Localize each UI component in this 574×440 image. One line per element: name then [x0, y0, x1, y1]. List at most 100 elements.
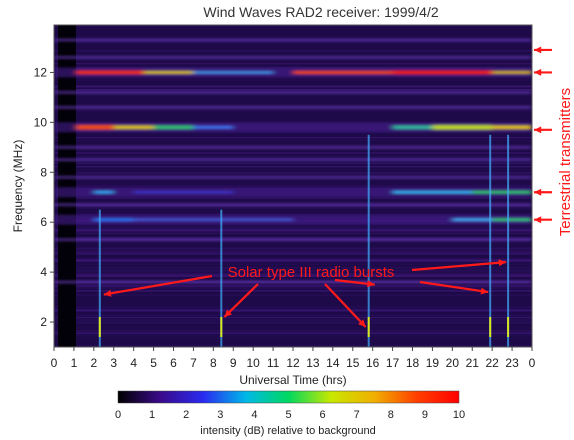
texture-line [54, 172, 532, 174]
texture-line [54, 334, 532, 337]
x-tick-label: 12 [286, 356, 300, 370]
texture-line [54, 275, 532, 277]
band-segment [293, 70, 393, 75]
band-segment [193, 125, 234, 129]
texture-line [54, 307, 532, 309]
texture-line [54, 314, 532, 316]
texture-line [54, 271, 532, 273]
texture-line [54, 266, 532, 268]
x-tick-label: 11 [267, 356, 280, 370]
texture-line [54, 249, 532, 251]
texture-line [54, 155, 532, 157]
x-tick-label: 2 [90, 356, 97, 370]
texture-line [54, 286, 532, 288]
colorbar-tick-label: 0 [115, 409, 121, 421]
burst-arrow [411, 261, 507, 272]
texture-line [54, 166, 532, 168]
band-segment [392, 70, 493, 75]
chart-title: Wind Waves RAD2 receiver: 1999/4/2 [203, 4, 438, 20]
x-tick-label: 1 [71, 356, 78, 370]
transmitter-arrow-head [534, 216, 542, 224]
band-segment [143, 70, 194, 74]
burst-core [98, 317, 101, 337]
texture-line [54, 49, 532, 51]
burst-arrow [103, 274, 213, 296]
texture-line [54, 140, 532, 141]
colorbar-label: intensity (dB) relative to background [200, 425, 375, 437]
texture-line [54, 163, 532, 164]
texture-line [54, 228, 532, 231]
texture-line [54, 50, 532, 52]
burst-arrow-head [367, 280, 375, 288]
x-tick-label: 9 [230, 356, 237, 370]
x-tick-label: 14 [326, 356, 340, 370]
texture-line [54, 110, 532, 112]
faint-band [54, 105, 532, 109]
band-segment [392, 125, 433, 130]
burst-core [367, 317, 370, 337]
plot-area [54, 25, 532, 347]
texture-line [54, 85, 532, 88]
x-tick-label: 21 [466, 356, 480, 370]
y-tick-label: 4 [40, 265, 47, 279]
faint-band [54, 38, 532, 42]
texture-line [54, 41, 532, 44]
transmitter-arrow-head [534, 188, 542, 196]
band-segment [432, 124, 493, 130]
faint-band [54, 90, 532, 94]
texture-line [54, 290, 532, 292]
transmitter-bands [54, 38, 532, 284]
band-glow [54, 122, 532, 133]
texture-line [54, 226, 532, 228]
texture-line [54, 237, 532, 239]
burst-streak [489, 134, 492, 347]
colorbar-tick-label: 5 [285, 409, 291, 421]
band-segment [75, 70, 144, 75]
band-segment [93, 190, 114, 194]
texture-line [54, 253, 532, 255]
burst-arrow [419, 280, 489, 294]
texture-line [54, 185, 532, 186]
type-iii-bursts [98, 134, 510, 347]
burst-core [507, 317, 510, 337]
burst-arrow-head [498, 259, 507, 267]
texture-line [54, 268, 532, 270]
texture-line [54, 288, 532, 289]
texture-line [54, 205, 532, 207]
bursts-label: Solar type III radio bursts [228, 264, 395, 281]
burst-arrow-head [103, 289, 112, 297]
band-glow [54, 187, 532, 198]
band-segment [93, 218, 134, 222]
texture-line [54, 248, 532, 250]
colorbar-tick-label: 1 [149, 409, 155, 421]
band-segment [153, 125, 194, 130]
colorbar-ticks: 0 1 2 3 4 5 6 7 8 9 10 [115, 409, 465, 421]
burst-core [489, 317, 492, 337]
texture-line [54, 345, 532, 347]
burst-arrow [324, 283, 367, 328]
colorbar-tick-label: 2 [183, 409, 189, 421]
texture-line [54, 332, 532, 334]
x-tick-label: 7 [190, 356, 197, 370]
y-tick-label: 6 [40, 215, 47, 229]
x-tick-label: 10 [246, 356, 260, 370]
texture-line [54, 322, 532, 324]
transmitter-arrow-head [534, 68, 542, 76]
texture-line [54, 152, 532, 154]
x-axis-label: Universal Time (hrs) [239, 373, 346, 387]
texture-line [54, 132, 532, 134]
texture-line [54, 309, 532, 311]
texture-line [54, 319, 532, 322]
burst-arrow-head [358, 319, 366, 328]
burst-arrow-head [480, 287, 489, 295]
burst-core [220, 317, 223, 337]
y-axis-label: Frequency (MHz) [11, 140, 25, 233]
texture-line [54, 214, 532, 215]
texture-line [54, 261, 532, 263]
texture-line [54, 168, 532, 170]
colorbar-tick-label: 3 [217, 409, 223, 421]
band-segment [492, 70, 532, 74]
texture-line [54, 25, 532, 27]
texture-line [54, 25, 532, 27]
